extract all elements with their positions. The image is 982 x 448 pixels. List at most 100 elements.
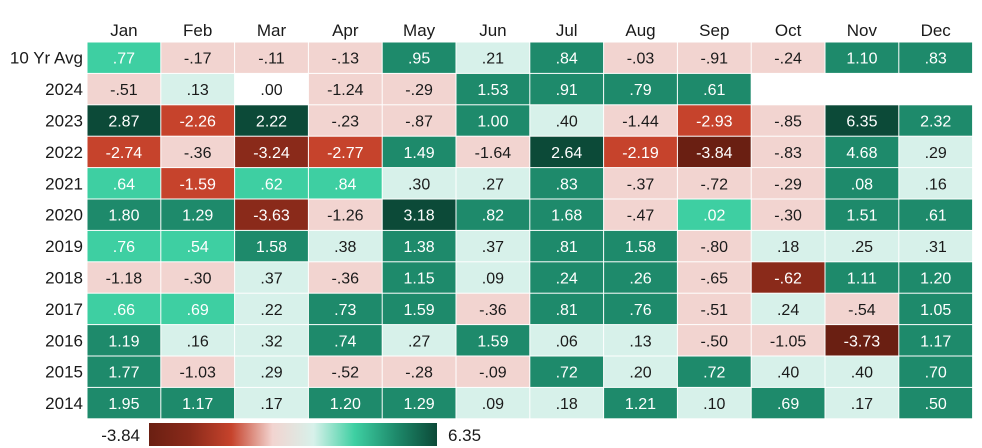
cell-value-label: .64 [113,176,135,193]
heatmap-cell [308,262,382,293]
cell-value-label: -.37 [627,176,655,193]
cell-value-label: .61 [703,82,725,99]
heatmap-cell [87,293,161,325]
heatmap-cell [456,387,530,419]
cell-value-label: .83 [925,51,947,68]
cell-value-label: -1.18 [106,271,143,288]
heatmap-cell [530,136,604,168]
cell-value-label: .24 [556,271,578,288]
heatmap-cell [677,356,751,387]
heatmap-cell [161,387,235,419]
heatmap-cell [87,356,161,387]
heatmap-cell [751,42,825,73]
cell-value-label: -.28 [405,365,433,382]
cell-value-label: -.30 [184,271,212,288]
cell-value-label: .38 [334,239,356,256]
cell-value-label: .91 [556,82,578,99]
heatmap-cell [382,168,456,199]
heatmap-cell [751,199,825,230]
heatmap-cell [382,105,456,136]
heatmap-cell [308,356,382,387]
cell-value-label: 1.49 [404,145,435,162]
heatmap-cell [825,230,899,262]
cell-value-label: 2.22 [256,114,287,131]
cell-value-label: .18 [556,396,578,413]
heatmap-cell [161,168,235,199]
cell-value-label: .22 [260,302,282,319]
heatmap-cell [161,356,235,387]
heatmap-cell [530,262,604,293]
heatmap-cell [235,105,308,136]
cell-value-label: -.09 [479,365,507,382]
cell-value-label: .72 [556,365,578,382]
heatmap-cell [530,230,604,262]
cell-value-label: .73 [334,302,356,319]
heatmap-cell [382,356,456,387]
heatmap-cell [87,230,161,262]
heatmap-cell [382,230,456,262]
cell-value-label: -2.74 [106,145,143,162]
cell-value-label: -.85 [774,114,802,131]
cell-value-label: .81 [556,239,578,256]
heatmap-cell [235,230,308,262]
column-header: Oct [775,21,802,40]
heatmap-cell [87,136,161,168]
cell-value-label: -.24 [774,51,802,68]
cell-value-label: .13 [629,333,651,350]
heatmap-cell [677,73,751,105]
heatmap-cell [456,42,530,73]
heatmap-cell [530,105,604,136]
column-header: Dec [921,21,952,40]
heatmap-cell [899,168,973,199]
heatmap-cell [161,293,235,325]
cell-value-label: .37 [260,271,282,288]
cell-value-label: 1.38 [404,239,435,256]
heatmap-cell [382,73,456,105]
cell-value-label: .16 [925,176,947,193]
cell-value-label: .18 [777,239,799,256]
heatmap-cell [677,325,751,356]
cell-value-label: -1.24 [327,82,364,99]
heatmap-cell [456,325,530,356]
cell-value-label: 1.21 [625,396,656,413]
heatmap-cell [751,356,825,387]
cell-value-label: -.72 [701,176,729,193]
cell-value-label: 1.58 [256,239,287,256]
heatmap-cell [456,293,530,325]
cell-value-label: -2.26 [179,114,216,131]
heatmap-cell [161,105,235,136]
cell-value-label: -.11 [258,51,284,68]
heatmap-cell [899,356,973,387]
heatmap-cell [825,325,899,356]
cell-value-label: .84 [556,51,578,68]
cell-value-label: .09 [482,271,504,288]
cell-value-label: -.13 [332,51,360,68]
cell-value-label: .08 [851,176,873,193]
heatmap-cell [751,168,825,199]
heatmap-cell [677,105,751,136]
heatmap-cell [456,356,530,387]
cell-value-label: .17 [260,396,282,413]
cell-value-label: .69 [777,396,799,413]
heatmap-cell [235,136,308,168]
heatmap-cell [235,42,308,73]
cell-value-label: 1.80 [108,208,139,225]
heatmap-cell [382,387,456,419]
row-header: 2022 [45,143,83,162]
column-header: Nov [847,21,878,40]
heatmap-cell [530,199,604,230]
cell-value-label: 4.68 [846,145,877,162]
heatmap-cell [899,387,973,419]
heatmap-cell [161,262,235,293]
column-header: Jan [110,21,137,40]
heatmap-cell [530,73,604,105]
heatmap-cell [456,199,530,230]
row-header: 2023 [45,112,83,131]
heatmap-cell [751,325,825,356]
heatmap-cell [604,136,677,168]
cell-value-label: -1.44 [622,114,659,131]
heatmap-cell [235,387,308,419]
cell-value-label: 2.32 [920,114,951,131]
heatmap-cell [751,387,825,419]
heatmap-cell [899,325,973,356]
